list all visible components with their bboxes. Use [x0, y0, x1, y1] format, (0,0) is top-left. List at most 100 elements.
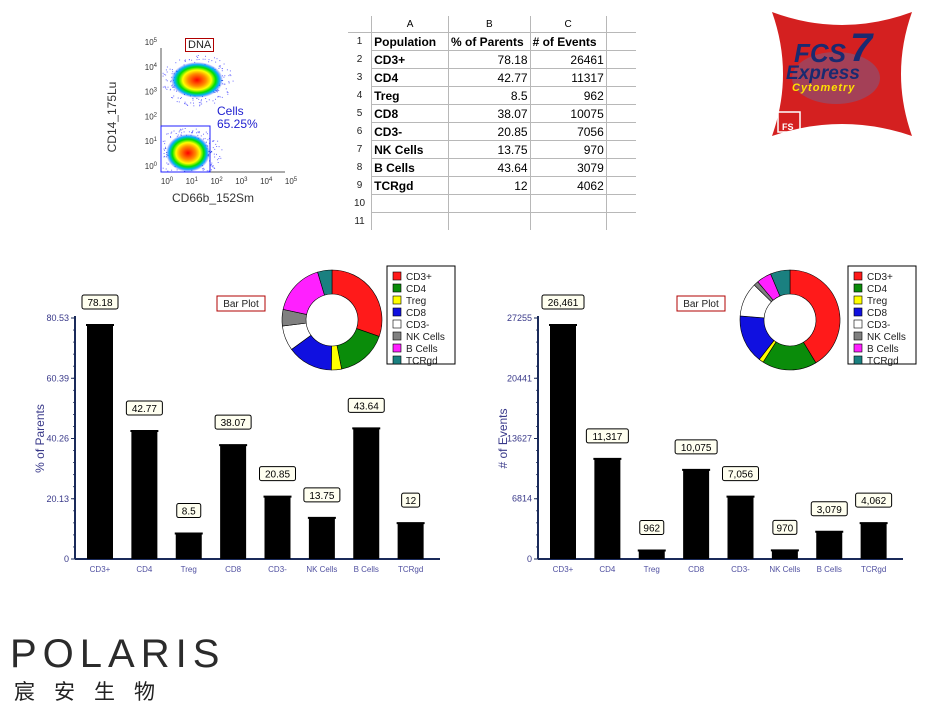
table-cell[interactable] — [530, 212, 607, 230]
pie-slice-tcrgd[interactable] — [317, 269, 333, 296]
bar-cd4[interactable] — [131, 431, 158, 559]
table-cell[interactable]: 11317 — [530, 68, 607, 87]
row-number[interactable]: 1 — [348, 32, 373, 51]
bar-b-cells[interactable] — [353, 428, 380, 559]
table-cell[interactable] — [371, 194, 449, 213]
bar-plot-title-box — [216, 295, 266, 312]
pie-slice-tcrgd[interactable] — [770, 269, 791, 297]
data-label-box — [722, 466, 759, 482]
bar-cd3-[interactable] — [727, 496, 754, 559]
pie-slice-cd3-[interactable] — [331, 269, 383, 337]
bar-cd4[interactable] — [594, 458, 621, 559]
table-cell[interactable]: 43.64 — [448, 158, 531, 177]
bar-treg[interactable] — [638, 550, 665, 559]
col-header-b[interactable]: B — [448, 16, 531, 33]
chart-title[interactable]: Bar Plot — [223, 299, 259, 310]
y-tick-label: 101 — [145, 137, 158, 146]
table-cell[interactable] — [448, 212, 531, 230]
header-cell-events[interactable]: # of Events — [530, 32, 607, 51]
dot-plot-ylabel: CD14_175Lu — [105, 81, 119, 153]
bar-nk-cells[interactable] — [308, 517, 335, 559]
table-cell[interactable]: 78.18 — [448, 50, 531, 69]
table-cell[interactable]: TCRgd — [371, 176, 449, 195]
table-cell[interactable]: 7056 — [530, 122, 607, 141]
legend-swatch — [392, 307, 402, 317]
table-cell[interactable] — [530, 194, 607, 213]
data-label-box — [259, 466, 296, 482]
bar-treg[interactable] — [175, 533, 202, 559]
col-header-a[interactable]: A — [371, 16, 449, 33]
row-number[interactable]: 10 — [348, 194, 373, 213]
cells-gate[interactable] — [160, 125, 211, 173]
table-cell[interactable] — [448, 194, 531, 213]
bar-tcrgd[interactable] — [397, 523, 424, 559]
polaris-brand-logo: POLARIS — [10, 632, 226, 676]
data-label: 42.77 — [132, 404, 157, 415]
table-cell[interactable]: Treg — [371, 86, 449, 105]
bar-cd8[interactable] — [220, 445, 247, 559]
col-header-c[interactable]: C — [530, 16, 607, 33]
table-cell[interactable]: CD3+ — [371, 50, 449, 69]
chart-title[interactable]: Bar Plot — [683, 299, 719, 310]
bar-chart-percent-parents: 0 20.13 40.26 60.39 80.53 % of Parents CD3+ 78.… — [33, 265, 456, 574]
table-cell[interactable]: 970 — [530, 140, 607, 159]
y-tick-label: 60.39 — [46, 373, 69, 383]
y-tick-label: 0 — [64, 554, 69, 564]
table-cell[interactable]: 10075 — [530, 104, 607, 123]
table-cell[interactable]: CD8 — [371, 104, 449, 123]
bar-tcrgd[interactable] — [860, 523, 887, 559]
x-tick-label: 101 — [186, 177, 199, 186]
table-cell[interactable]: 42.77 — [448, 68, 531, 87]
row-number[interactable]: 4 — [348, 86, 373, 105]
table-cell[interactable]: 962 — [530, 86, 607, 105]
bar-nk-cells[interactable] — [771, 550, 798, 559]
legend-swatch — [853, 343, 863, 353]
pie-slice-cd3-[interactable] — [789, 269, 841, 364]
bar-b-cells[interactable] — [816, 531, 843, 559]
legend-swatch — [392, 343, 402, 353]
data-label-box — [772, 519, 798, 535]
table-cell[interactable]: 20.85 — [448, 122, 531, 141]
bar-cd3-[interactable] — [264, 496, 291, 559]
legend-swatch — [853, 271, 863, 281]
row-number[interactable]: 11 — [348, 212, 373, 230]
bar-cd8[interactable] — [683, 469, 710, 559]
fcs-express-logo: FS — [772, 12, 912, 136]
table-cell[interactable] — [371, 212, 449, 230]
y-tick-label: 100 — [145, 162, 158, 171]
table-cell[interactable]: 3079 — [530, 158, 607, 177]
y-tick-label: 103 — [145, 88, 158, 97]
table-cell[interactable]: 13.75 — [448, 140, 531, 159]
row-number[interactable]: 3 — [348, 68, 373, 87]
table-cell[interactable]: 38.07 — [448, 104, 531, 123]
table-cell[interactable]: 8.5 — [448, 86, 531, 105]
header-cell-population[interactable]: Population — [371, 32, 449, 51]
x-tick-label: CD8 — [225, 565, 242, 574]
data-label: 8.5 — [182, 507, 196, 518]
table-cell[interactable]: NK Cells — [371, 140, 449, 159]
row-number[interactable]: 8 — [348, 158, 373, 177]
row-number[interactable]: 6 — [348, 122, 373, 141]
y-tick-label: 105 — [145, 38, 158, 47]
table-cell[interactable]: CD3- — [371, 122, 449, 141]
pie-slice-cd4[interactable] — [336, 328, 380, 370]
y-tick-label: 0 — [527, 554, 532, 564]
fcs-logo-text-express: Express — [786, 63, 860, 84]
legend-label: CD4 — [867, 284, 887, 295]
table-cell[interactable]: 26461 — [530, 50, 607, 69]
table-cell[interactable]: CD4 — [371, 68, 449, 87]
data-label-box — [810, 501, 848, 517]
pie-slice-b-cells[interactable] — [282, 271, 325, 315]
gate-label-dna[interactable]: DNA — [185, 38, 215, 52]
bar-cd3-[interactable] — [550, 325, 576, 559]
data-label: 38.07 — [221, 418, 246, 429]
row-number[interactable]: 7 — [348, 140, 373, 159]
row-number[interactable]: 2 — [348, 50, 373, 69]
row-number[interactable]: 9 — [348, 176, 373, 195]
bar-cd3-[interactable] — [87, 325, 113, 559]
row-number[interactable]: 5 — [348, 104, 373, 123]
table-cell[interactable]: B Cells — [371, 158, 449, 177]
table-cell[interactable]: 12 — [448, 176, 531, 195]
table-cell[interactable]: 4062 — [530, 176, 607, 195]
header-cell-percent[interactable]: % of Parents — [448, 32, 531, 51]
